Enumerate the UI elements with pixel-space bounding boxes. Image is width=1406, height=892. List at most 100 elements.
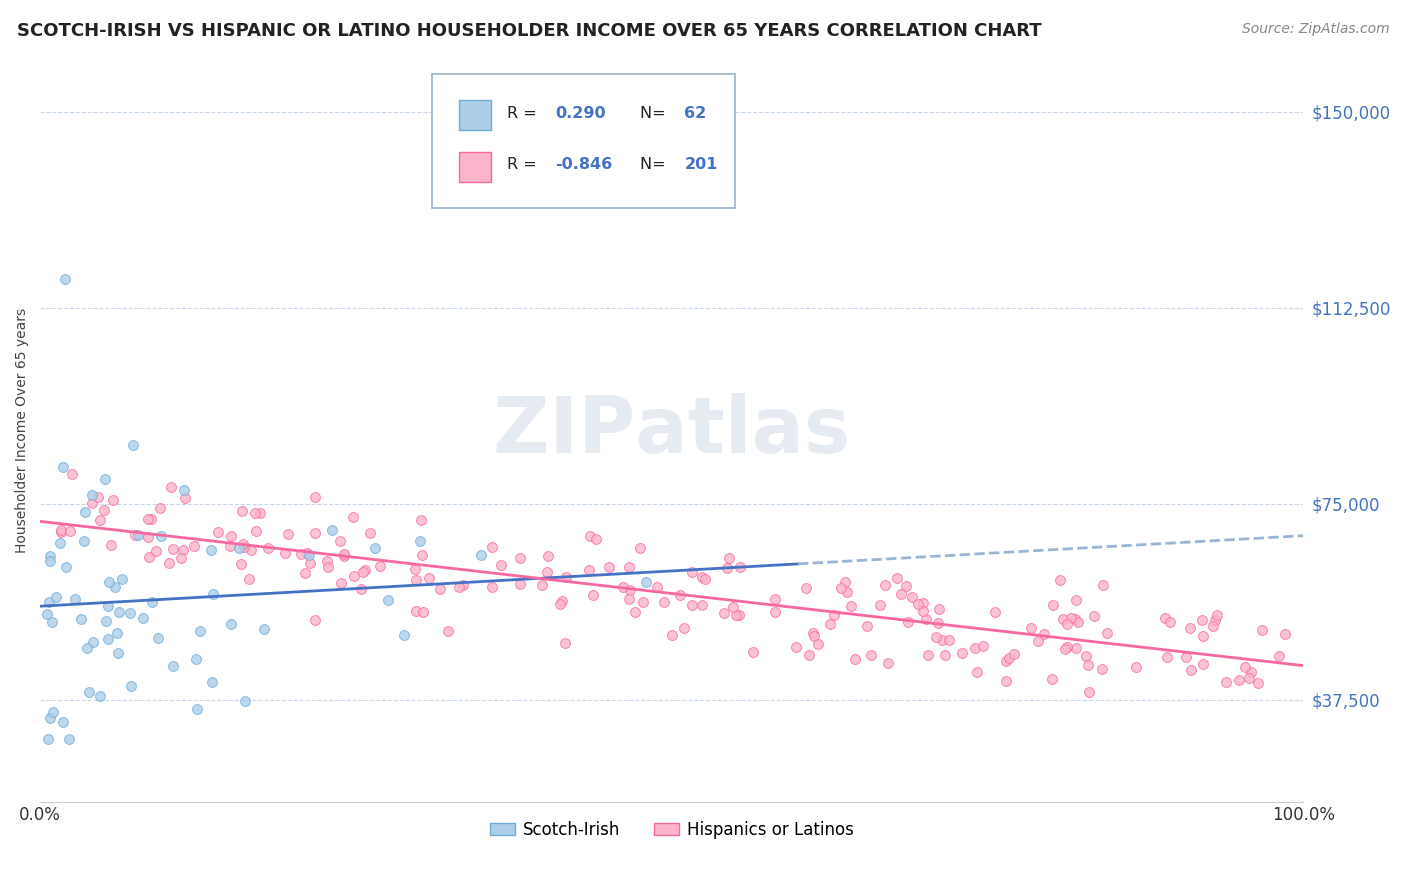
Point [298,548,321,562]
Point [803,630,825,644]
Point [1268,649,1291,664]
Point [900,590,922,604]
Point [994,673,1017,688]
Point [924,631,946,645]
Point [405,573,427,587]
Point [1247,676,1270,690]
Point [509,577,531,591]
Point [1191,629,1213,643]
Point [294,566,316,580]
Y-axis label: Householder Income Over 65 years: Householder Income Over 65 years [15,308,30,553]
Point [42,705,65,719]
Point [139,512,162,526]
Point [645,580,668,594]
Point [316,560,339,574]
Point [82,634,104,648]
Point [966,665,988,680]
Point [998,651,1021,665]
Point [94,614,117,628]
Point [886,571,908,585]
Point [186,652,208,666]
Point [950,646,973,660]
Text: 62: 62 [685,105,707,120]
Point [80,488,103,502]
Point [481,540,503,554]
Point [1064,640,1087,655]
Point [1083,608,1105,623]
Point [120,679,142,693]
Point [290,547,312,561]
Point [377,592,399,607]
Point [55,559,77,574]
Point [690,598,713,612]
Point [238,572,260,586]
Point [672,621,695,635]
Point [150,529,173,543]
Point [228,541,250,555]
Point [138,549,160,564]
Point [934,648,956,662]
Point [404,562,426,576]
Point [70,612,93,626]
Point [201,675,224,690]
Point [104,581,127,595]
Point [612,580,634,594]
Point [785,640,807,654]
Point [1090,662,1112,676]
Point [120,606,142,620]
Point [994,654,1017,668]
FancyBboxPatch shape [460,101,491,130]
Point [321,523,343,537]
Point [146,631,169,645]
Point [914,612,936,626]
Point [823,608,845,623]
Point [1049,573,1071,587]
Point [200,542,222,557]
Point [844,652,866,666]
Point [1026,633,1049,648]
Point [253,622,276,636]
Point [411,548,433,562]
Point [927,615,949,630]
Point [1159,615,1181,630]
Point [127,528,149,542]
Point [835,585,858,599]
Point [531,577,554,591]
Point [555,570,578,584]
Point [333,547,356,561]
Point [122,438,145,452]
Point [1178,621,1201,635]
Point [368,558,391,573]
Point [794,582,817,596]
Point [1180,663,1202,677]
Point [418,571,440,585]
Point [818,617,841,632]
Point [928,601,950,615]
Point [1156,650,1178,665]
Point [1056,616,1078,631]
Point [1040,673,1063,687]
Point [579,529,602,543]
Point [1095,625,1118,640]
Point [207,524,229,539]
Point [917,648,939,662]
Point [363,541,385,556]
Point [1052,612,1074,626]
Point [617,592,640,607]
Point [551,594,574,608]
Point [49,523,72,537]
Point [186,702,208,716]
Point [124,528,146,542]
FancyBboxPatch shape [460,153,491,182]
Point [509,550,531,565]
Point [87,490,110,504]
Point [45,590,67,604]
Point [257,541,280,555]
Point [1240,665,1263,679]
Point [598,560,620,574]
Point [873,578,896,592]
Point [938,632,960,647]
Point [1091,577,1114,591]
Point [1215,674,1237,689]
Point [136,512,159,526]
